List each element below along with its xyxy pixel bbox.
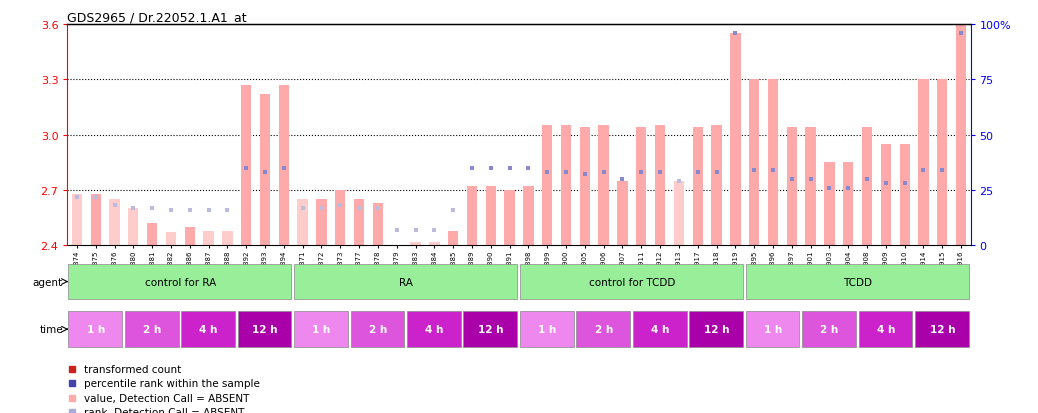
Bar [504,190,515,246]
Bar [768,80,778,246]
Bar [410,242,420,246]
Bar [147,224,158,246]
Text: 1 h: 1 h [764,324,782,335]
Bar [745,264,968,299]
Text: TCDD: TCDD [843,277,872,287]
Bar [467,187,477,246]
Text: control for TCDD: control for TCDD [589,277,675,287]
Text: RA: RA [400,277,413,287]
Bar [805,128,816,246]
Bar [463,312,517,347]
Text: percentile rank within the sample: percentile rank within the sample [84,378,260,389]
Text: 4 h: 4 h [426,324,443,335]
Bar [843,163,853,246]
Bar [69,312,122,347]
Bar [745,312,799,347]
Bar [128,209,138,246]
Text: 4 h: 4 h [651,324,670,335]
Text: 12 h: 12 h [930,324,955,335]
Bar [203,231,214,246]
Bar [486,187,496,246]
Bar [730,34,740,246]
Text: 4 h: 4 h [199,324,218,335]
Bar [520,264,743,299]
Text: control for RA: control for RA [144,277,216,287]
Bar [914,312,968,347]
Text: rank, Detection Call = ABSENT: rank, Detection Call = ABSENT [84,407,244,413]
Text: 2 h: 2 h [368,324,387,335]
Bar [294,312,348,347]
Bar [787,128,797,246]
Bar [633,312,686,347]
Text: 2 h: 2 h [595,324,612,335]
Bar [69,264,292,299]
Bar [335,190,346,246]
Text: 12 h: 12 h [479,324,503,335]
Bar [858,312,912,347]
Bar [579,128,590,246]
Bar [956,25,966,246]
Bar [937,80,948,246]
Bar [689,312,743,347]
Bar [278,85,289,246]
Text: time: time [39,324,63,335]
Bar [429,242,439,246]
Bar [618,181,628,246]
Bar [749,80,760,246]
Bar [351,312,405,347]
Bar [72,194,82,246]
Bar [448,231,459,246]
Text: value, Detection Call = ABSENT: value, Detection Call = ABSENT [84,393,249,403]
Text: 4 h: 4 h [877,324,895,335]
Bar [222,231,233,246]
Bar [238,312,292,347]
Bar [599,126,609,246]
Bar [125,312,179,347]
Bar [919,80,929,246]
Text: 1 h: 1 h [538,324,556,335]
Bar [298,200,308,246]
Bar [241,85,251,246]
Bar [407,312,461,347]
Bar [636,128,647,246]
Text: 2 h: 2 h [143,324,161,335]
Bar [824,163,835,246]
Bar [294,264,517,299]
Bar [900,145,910,246]
Text: 12 h: 12 h [252,324,278,335]
Bar [576,312,630,347]
Bar [373,203,383,246]
Bar [317,200,327,246]
Bar [862,128,872,246]
Text: agent: agent [33,277,63,287]
Bar [185,227,195,246]
Bar [674,181,684,246]
Bar [166,233,176,246]
Text: 12 h: 12 h [704,324,730,335]
Bar [523,187,534,246]
Text: 1 h: 1 h [86,324,105,335]
Bar [655,126,665,246]
Bar [260,95,270,246]
Text: 2 h: 2 h [820,324,839,335]
Text: 1 h: 1 h [312,324,330,335]
Text: GDS2965 / Dr.22052.1.A1_at: GDS2965 / Dr.22052.1.A1_at [67,11,247,24]
Bar [520,312,574,347]
Bar [109,200,119,246]
Bar [542,126,552,246]
Bar [802,312,856,347]
Bar [354,200,364,246]
Text: transformed count: transformed count [84,364,181,374]
Bar [692,128,703,246]
Bar [90,194,101,246]
Bar [880,145,891,246]
Bar [182,312,235,347]
Bar [711,126,721,246]
Bar [561,126,571,246]
